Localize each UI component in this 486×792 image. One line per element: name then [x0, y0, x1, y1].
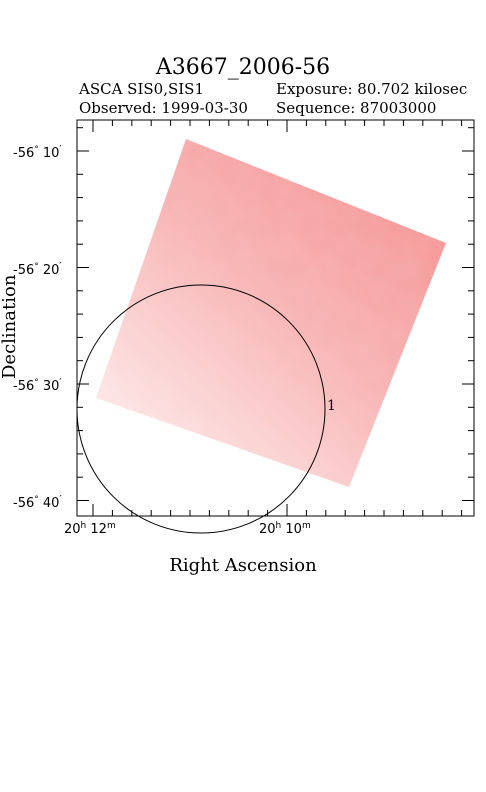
- x-tick-labels: 20h 12m 20h 10m: [64, 521, 311, 537]
- x-tick-label: 20h 12m: [64, 521, 116, 537]
- plot-frame: [76, 119, 475, 517]
- y-tick-labels: -56° 10′ -56° 20′ -56° 30′ -56° 40′: [13, 144, 62, 511]
- y-axis-label: Declination: [0, 274, 20, 379]
- source-label: 1: [327, 398, 336, 414]
- y-tick-label: -56° 10′: [13, 144, 62, 161]
- observed-date-label: Observed: 1999-03-30: [79, 99, 248, 117]
- source-region-circle: [76, 284, 326, 534]
- x-axis-label: Right Ascension: [169, 555, 317, 576]
- plot-title: A3667_2006-56: [155, 55, 331, 80]
- axis-ticks: [77, 120, 474, 516]
- x-tick-label: 20h 10m: [259, 521, 311, 537]
- y-tick-label: -56° 20′: [13, 261, 62, 278]
- sequence-label: Sequence: 87003000: [276, 99, 437, 117]
- y-tick-label: -56° 40′: [13, 494, 62, 511]
- y-tick-label: -56° 30′: [13, 377, 62, 394]
- exposure-field: [96, 139, 446, 487]
- instrument-label: ASCA SIS0,SIS1: [79, 80, 204, 98]
- exposure-label: Exposure: 80.702 kilosec: [276, 80, 468, 98]
